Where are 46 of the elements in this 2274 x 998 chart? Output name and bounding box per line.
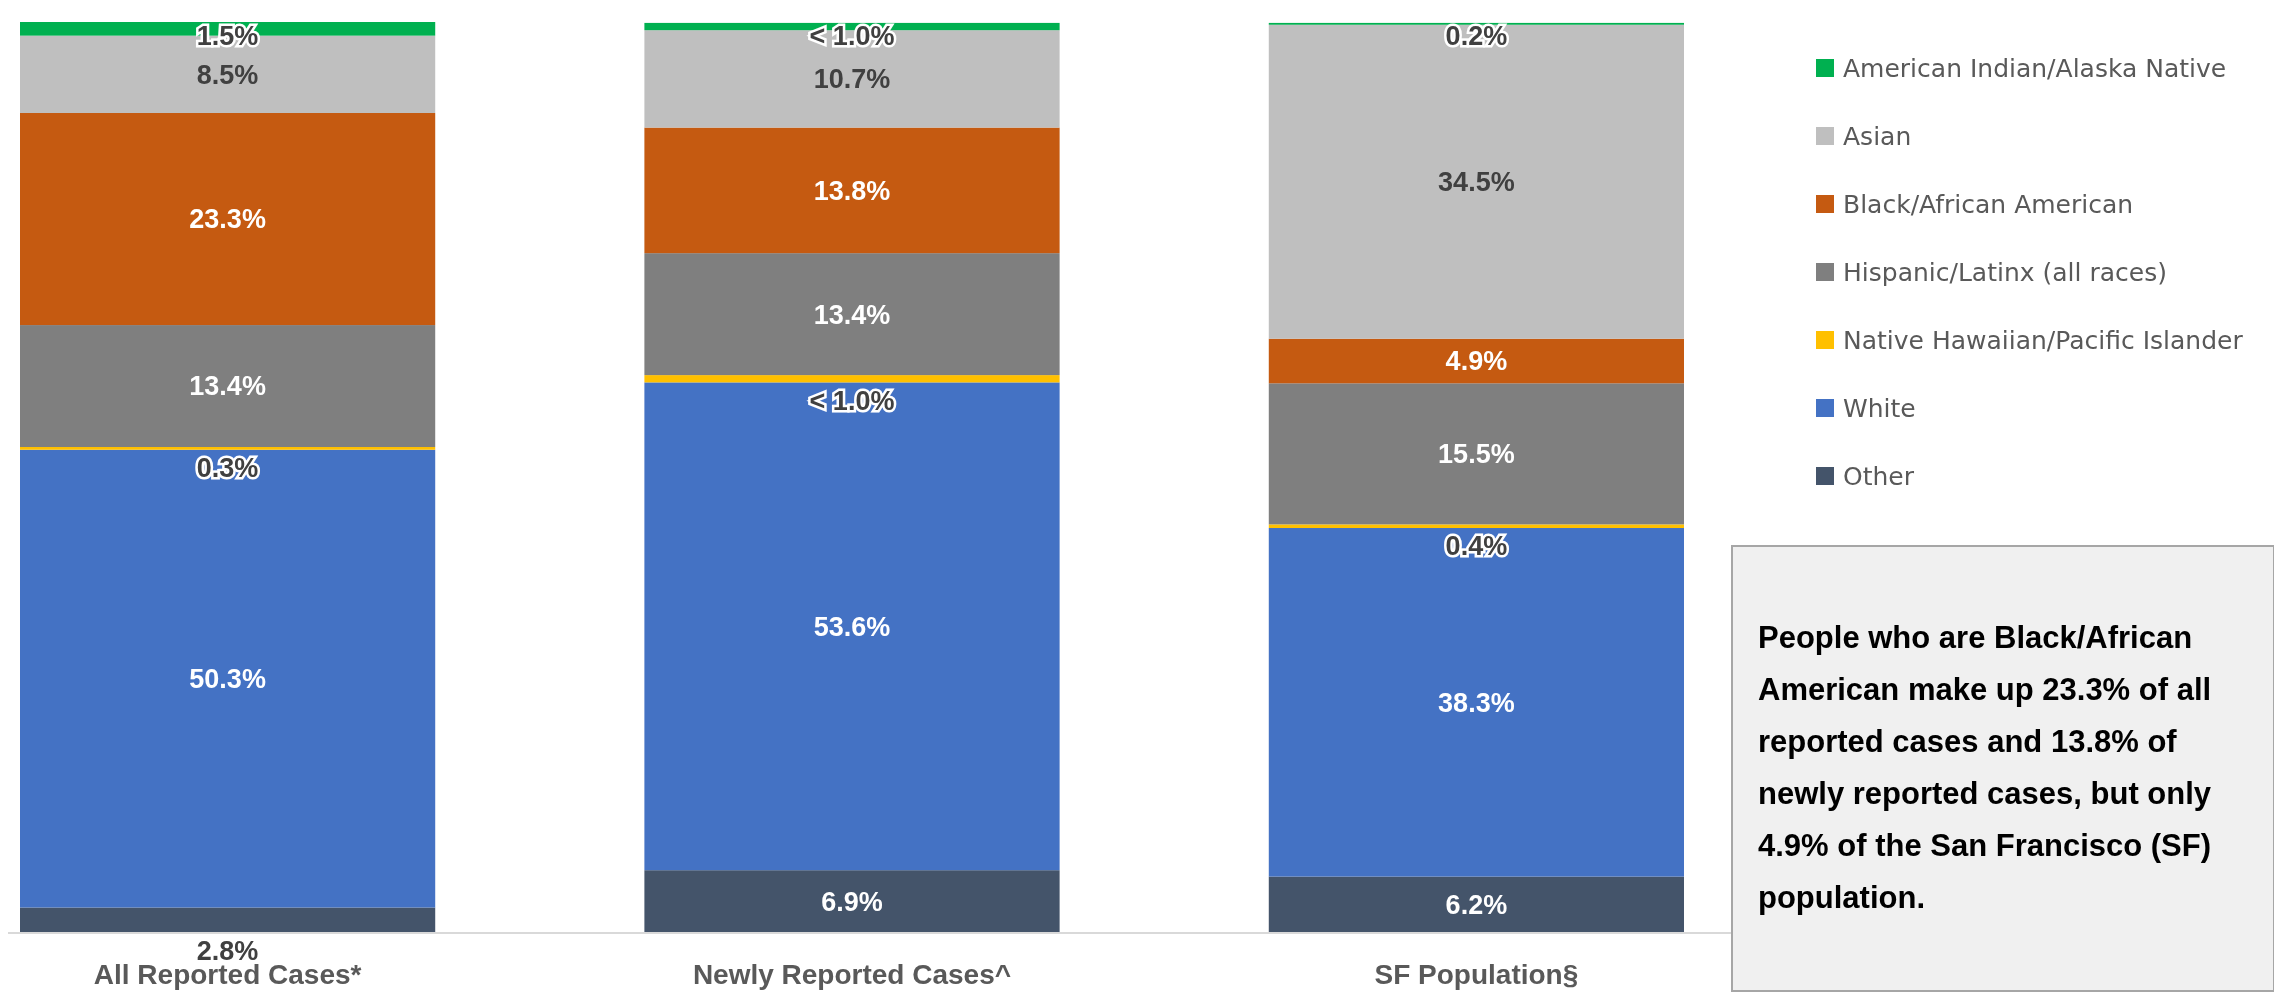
legend-label: Native Hawaiian/Pacific Islander — [1843, 325, 2244, 355]
data-label: 50.3% — [189, 664, 266, 695]
bar — [1268, 524, 1684, 529]
legend-label: Black/African American — [1843, 189, 2134, 219]
bar — [1268, 528, 1684, 877]
bar — [644, 870, 1060, 933]
data-label: 4.9% — [1445, 346, 1508, 377]
data-label: 8.5% — [196, 59, 259, 90]
bar — [20, 907, 436, 933]
data-label: 34.5% — [1438, 167, 1515, 198]
bar — [1268, 338, 1684, 384]
data-label: 6.2% — [1445, 890, 1508, 921]
bar — [644, 127, 1060, 254]
legend-label: Other — [1843, 461, 1915, 491]
data-label: 13.4% — [813, 299, 891, 330]
x-tick-label: Newly Reported Cases^ — [692, 959, 1012, 990]
legend-label: White — [1843, 393, 1916, 423]
bar — [20, 447, 436, 450]
data-label: 53.6% — [813, 611, 891, 642]
bar — [644, 253, 1060, 376]
data-label: 13.4% — [189, 371, 266, 402]
legend-label: American Indian/Alaska Native — [1843, 53, 2227, 83]
data-label: 0.3% — [196, 453, 259, 484]
bar — [644, 382, 1060, 871]
x-tick-label: All Reported Cases* — [93, 959, 362, 990]
bar — [20, 113, 436, 326]
bar — [20, 325, 436, 448]
data-label: < 1.0% — [809, 385, 895, 416]
bar — [1268, 876, 1684, 933]
data-label: 38.3% — [1438, 687, 1515, 718]
data-label: < 1.0% — [809, 21, 895, 52]
x-tick-label: SF Population§ — [1374, 959, 1579, 990]
bar — [20, 449, 436, 908]
bar — [1268, 24, 1684, 339]
data-label: 0.4% — [1445, 531, 1508, 562]
annotation: People who are Black/African American make up 23.3% of all reported cases and 13.8% of newly reported cases, but only 4.9% of the San Francisco (SF) population. — [1758, 620, 2212, 915]
bar — [644, 375, 1060, 383]
data-label: 15.5% — [1438, 439, 1515, 470]
data-label: 10.7% — [813, 64, 891, 95]
data-label: 13.8% — [813, 175, 891, 206]
legend-label: Hispanic/Latinx (all races) — [1843, 257, 2167, 287]
data-label: 0.2% — [1445, 21, 1508, 52]
bar — [1268, 383, 1684, 525]
legend-label: Asian — [1843, 121, 1912, 151]
data-label: 23.3% — [189, 204, 266, 235]
data-label: 6.9% — [821, 887, 883, 918]
